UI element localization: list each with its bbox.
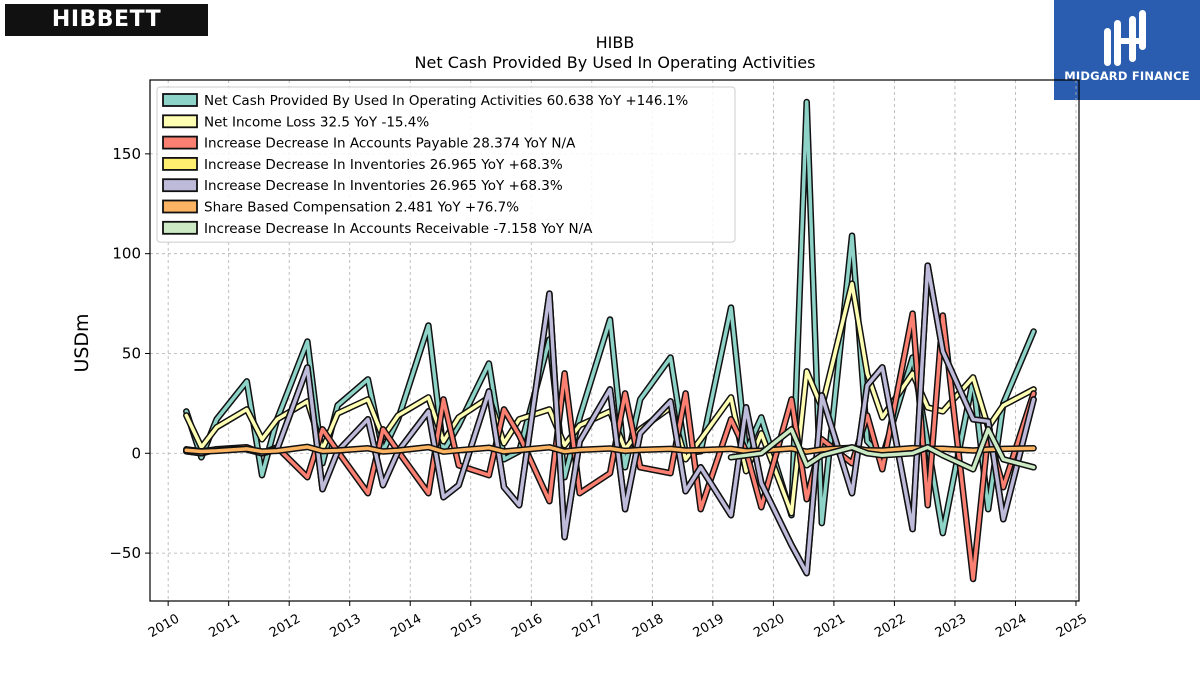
- series-line: [184, 445, 1036, 454]
- legend: Net Cash Provided By Used In Operating A…: [156, 86, 736, 243]
- legend-swatch: [162, 114, 198, 129]
- series-lines: [183, 98, 1037, 583]
- registered-mark: ®: [151, 46, 162, 57]
- legend-label: Share Based Compensation 2.481 YoY +76.7…: [204, 200, 519, 216]
- x-tick-label: 2017: [570, 611, 606, 641]
- plot-frame: [149, 79, 1080, 602]
- series-2: [183, 310, 1037, 583]
- x-tick-label: 2021: [812, 611, 848, 641]
- legend-swatch: [162, 178, 198, 193]
- y-tick-label: 150: [112, 145, 141, 163]
- y-axis-label: USDm: [71, 313, 93, 372]
- x-tick-label: 2023: [933, 611, 969, 641]
- x-tick-label: 2020: [751, 611, 787, 641]
- legend-swatch: [162, 93, 198, 107]
- x-tick-label: 2018: [630, 611, 666, 641]
- legend-swatch: [162, 220, 198, 235]
- y-tick-label: 50: [122, 344, 141, 362]
- x-tick-label: 2014: [388, 611, 424, 641]
- y-tick-label: 100: [112, 245, 141, 263]
- x-tick-label: 2025: [1054, 611, 1090, 641]
- y-tick-label: −50: [109, 544, 141, 562]
- legend-label: Increase Decrease In Accounts Receivable…: [204, 221, 593, 237]
- series-4: [183, 262, 1037, 577]
- x-tick-label: 2015: [449, 611, 485, 641]
- x-tick-label: 2016: [509, 611, 545, 641]
- series-line: [184, 263, 1036, 575]
- legend-swatch: [162, 135, 198, 150]
- midgard-logo-text: MIDGARD FINANCE: [1064, 69, 1190, 83]
- legend-box: [156, 86, 736, 243]
- series-5: [183, 443, 1037, 455]
- legend-label: Increase Decrease In Inventories 26.965 …: [204, 178, 563, 194]
- midgard-finance-logo: MIDGARD FINANCE: [1054, 0, 1200, 100]
- x-tick-label: 2011: [207, 611, 243, 641]
- legend-swatch: [162, 156, 198, 171]
- x-tick-label: 2010: [146, 611, 182, 641]
- x-tick-label: 2022: [872, 611, 908, 641]
- legend-swatch: [162, 199, 198, 214]
- x-tick-label: 2012: [267, 611, 303, 641]
- x-tick-label: 2019: [691, 611, 727, 641]
- hibbett-sports-logo: HIBBETT SPORTS®: [5, 4, 208, 68]
- hibbett-logo-text: HIBBETT SPORTS: [51, 7, 162, 69]
- series-line: [729, 427, 1036, 472]
- legend-label: Net Cash Provided By Used In Operating A…: [204, 93, 688, 109]
- y-tick-label: 0: [131, 444, 141, 462]
- legend-label: Increase Decrease In Inventories 26.965 …: [204, 157, 563, 173]
- legend-label: Increase Decrease In Accounts Payable 28…: [204, 136, 576, 152]
- midgard-mark-icon: [1104, 10, 1146, 66]
- legend-label: Net Income Loss 32.5 YoY -15.4%: [204, 114, 429, 130]
- chart-title: HIBB: [596, 33, 635, 52]
- x-tick-label: 2013: [328, 611, 364, 641]
- series-6: [727, 426, 1037, 473]
- chart-subtitle: Net Cash Provided By Used In Operating A…: [415, 53, 816, 72]
- x-tick-label: 2024: [993, 611, 1029, 641]
- series-line: [184, 311, 1036, 581]
